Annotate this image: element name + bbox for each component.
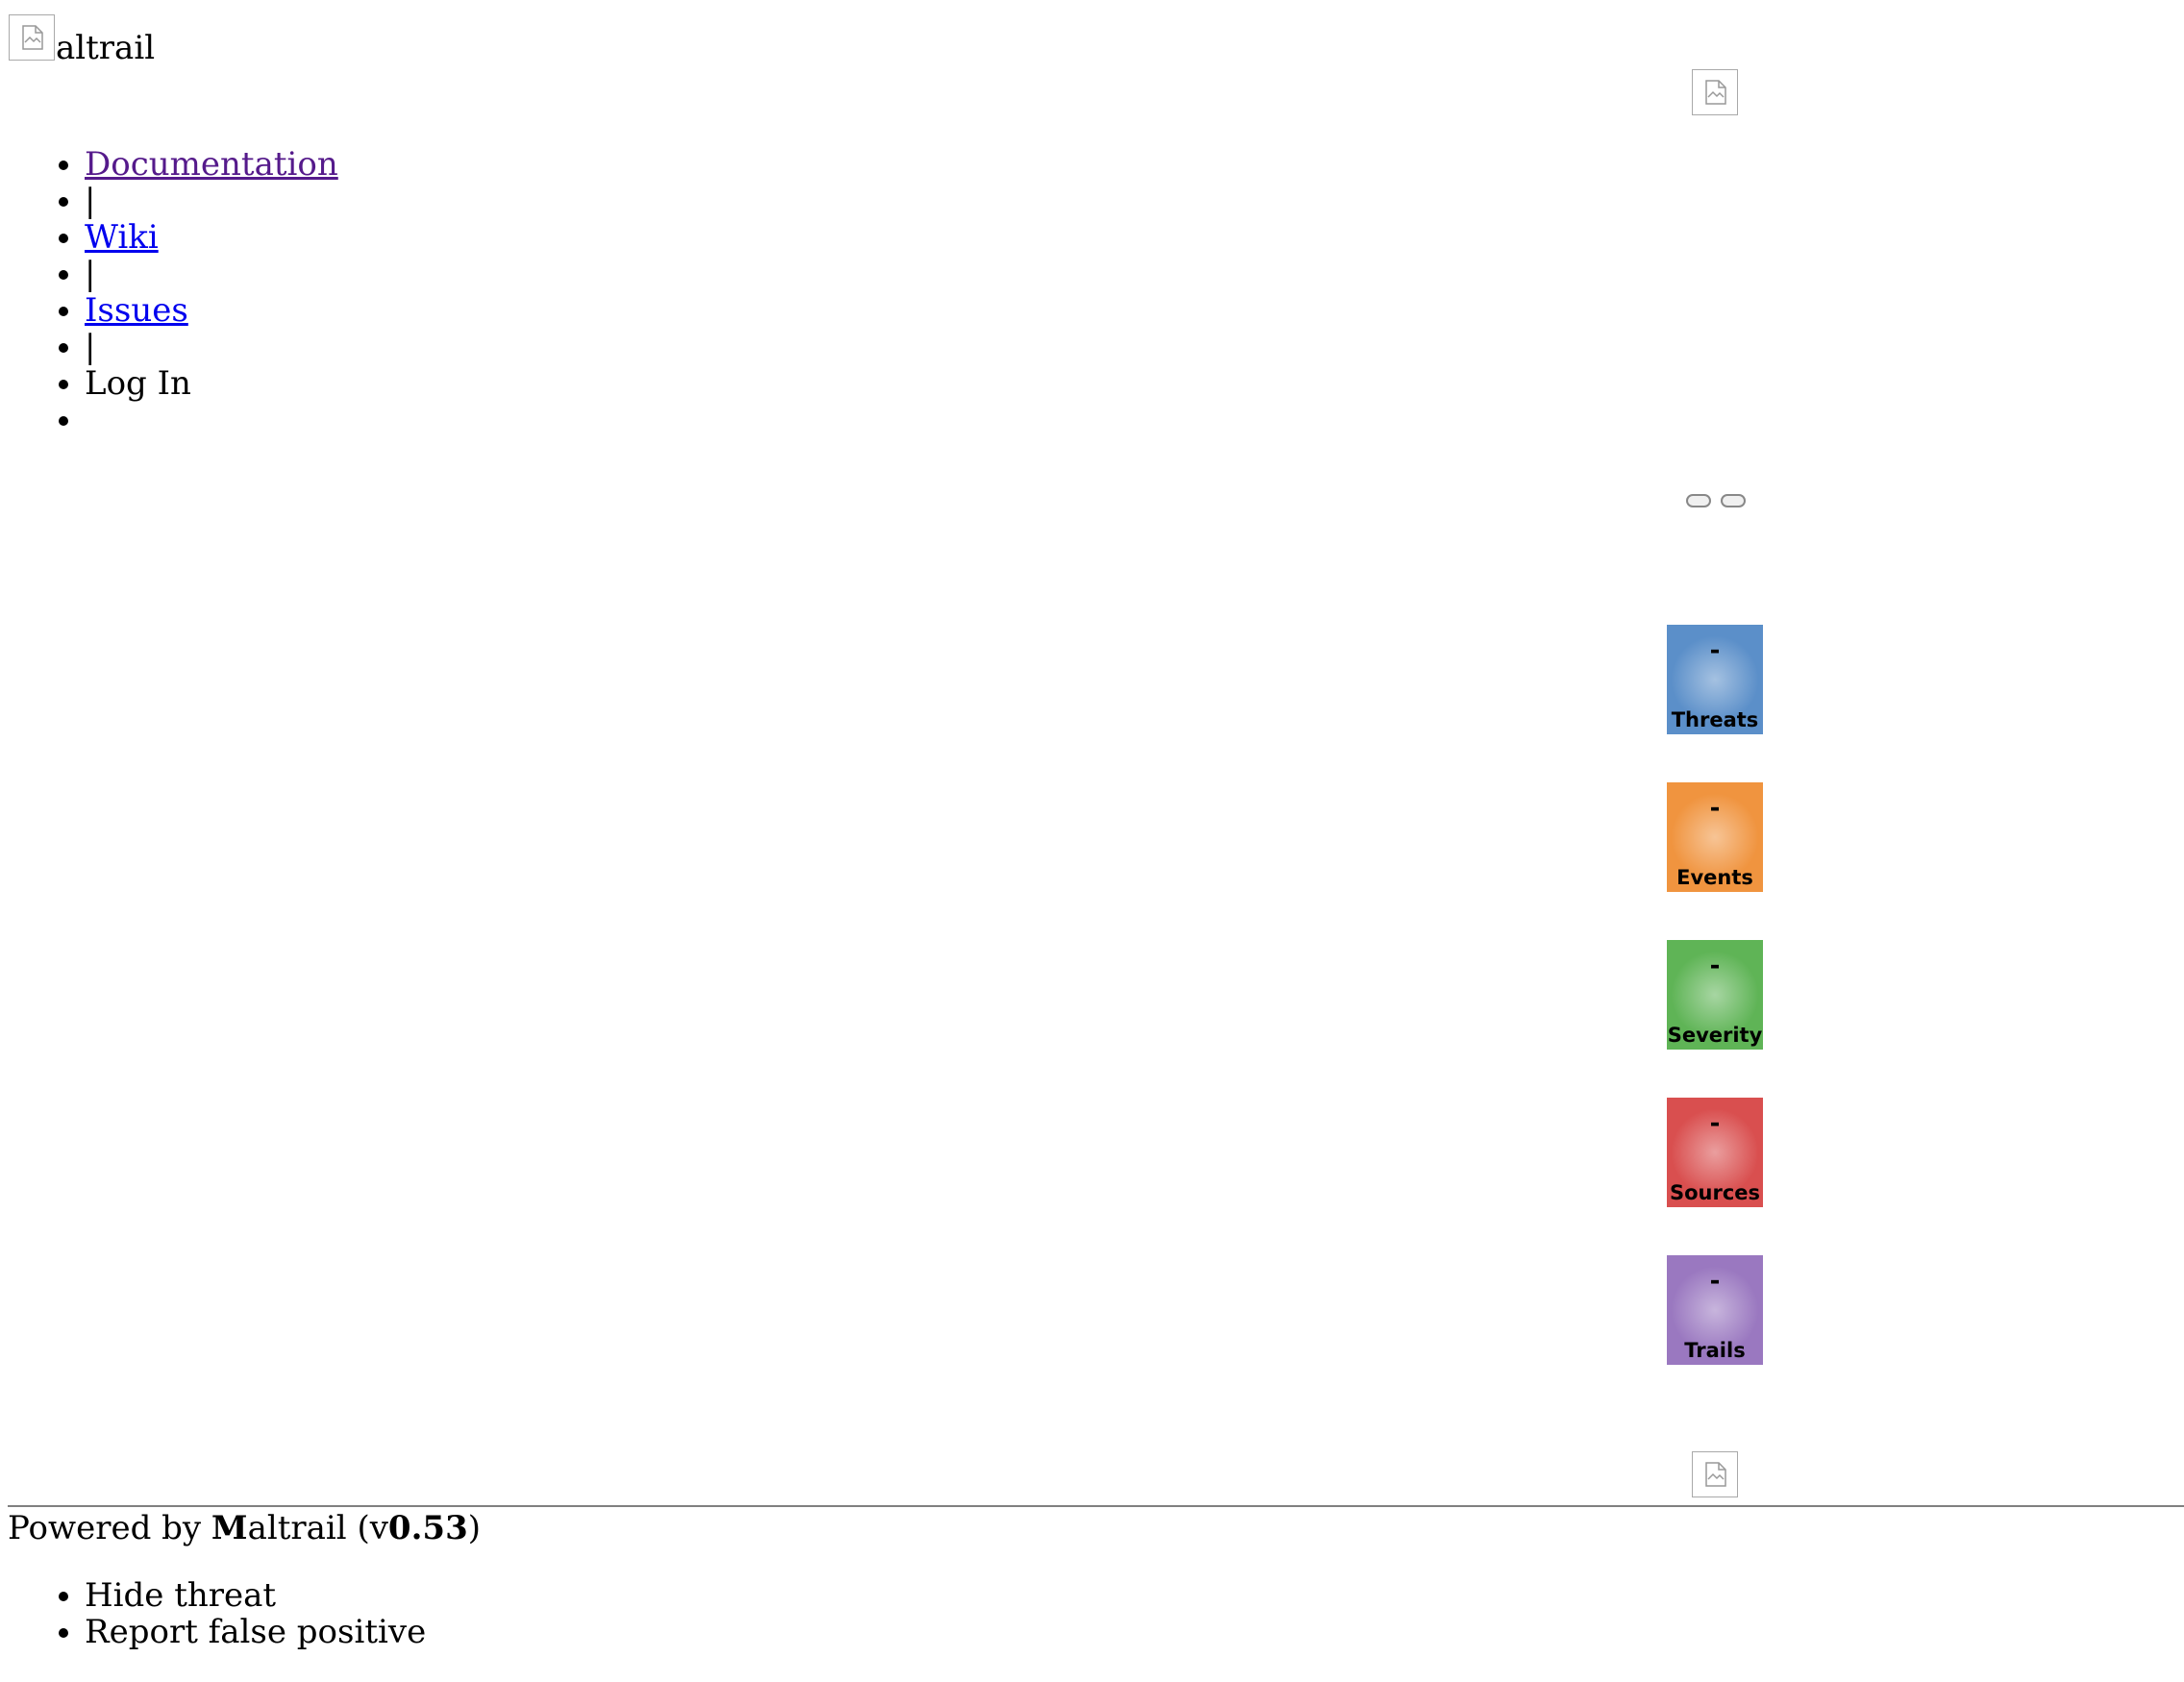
counter-value: -	[1709, 1109, 1721, 1138]
counter-value: -	[1709, 636, 1721, 665]
counter-threats[interactable]: - Threats	[1667, 625, 1763, 734]
period-toggle-right[interactable]	[1721, 494, 1746, 507]
period-controls	[1686, 493, 1755, 511]
context-menu: Hide threat Report false positive	[48, 1577, 426, 1650]
nav-empty-item	[85, 402, 338, 438]
report-false-positive-item[interactable]: Report false positive	[85, 1614, 426, 1650]
nav-item-issues: Issues	[85, 292, 338, 329]
header-logo-broken-image-icon	[9, 14, 55, 61]
footer-prefix: Powered by	[8, 1509, 211, 1547]
nav-separator: |	[85, 183, 338, 219]
counter-label: Sources	[1669, 1181, 1761, 1204]
nav-item-documentation: Documentation	[85, 146, 338, 183]
nav-separator: |	[85, 329, 338, 365]
header-title: altrail	[56, 29, 156, 67]
documentation-link[interactable]: Documentation	[85, 145, 338, 184]
login-item[interactable]: Log In	[85, 365, 338, 402]
counter-events[interactable]: - Events	[1667, 782, 1763, 892]
issues-link[interactable]: Issues	[85, 291, 188, 330]
footer-brand-rest: altrail (v	[247, 1509, 388, 1547]
counter-label: Threats	[1671, 708, 1759, 731]
counter-value: -	[1709, 952, 1721, 980]
nav-separator: |	[85, 256, 338, 292]
counter-label: Trails	[1684, 1339, 1746, 1362]
counter-sources[interactable]: - Sources	[1667, 1098, 1763, 1207]
nav-list: Documentation | Wiki | Issues | Log In	[48, 146, 338, 438]
bottom-logo-broken-image-icon	[1692, 1451, 1738, 1497]
counter-severity[interactable]: - Severity	[1667, 940, 1763, 1050]
counter-label: Events	[1676, 866, 1753, 889]
nav-item-wiki: Wiki	[85, 219, 338, 256]
counter-trails[interactable]: - Trails	[1667, 1255, 1763, 1365]
footer-suffix: )	[467, 1509, 481, 1547]
wiki-link[interactable]: Wiki	[85, 218, 159, 257]
period-toggle-left[interactable]	[1686, 494, 1711, 507]
footer: Powered by Maltrail (v0.53)	[8, 1509, 481, 1547]
footer-version: 0.53	[387, 1509, 468, 1547]
counter-label: Severity	[1667, 1024, 1763, 1047]
top-logo-broken-image-icon	[1692, 69, 1738, 115]
footer-divider	[8, 1505, 2184, 1507]
footer-brand-initial: M	[211, 1509, 248, 1547]
counter-value: -	[1709, 794, 1721, 823]
hide-threat-item[interactable]: Hide threat	[85, 1577, 426, 1614]
counter-value: -	[1709, 1267, 1721, 1296]
